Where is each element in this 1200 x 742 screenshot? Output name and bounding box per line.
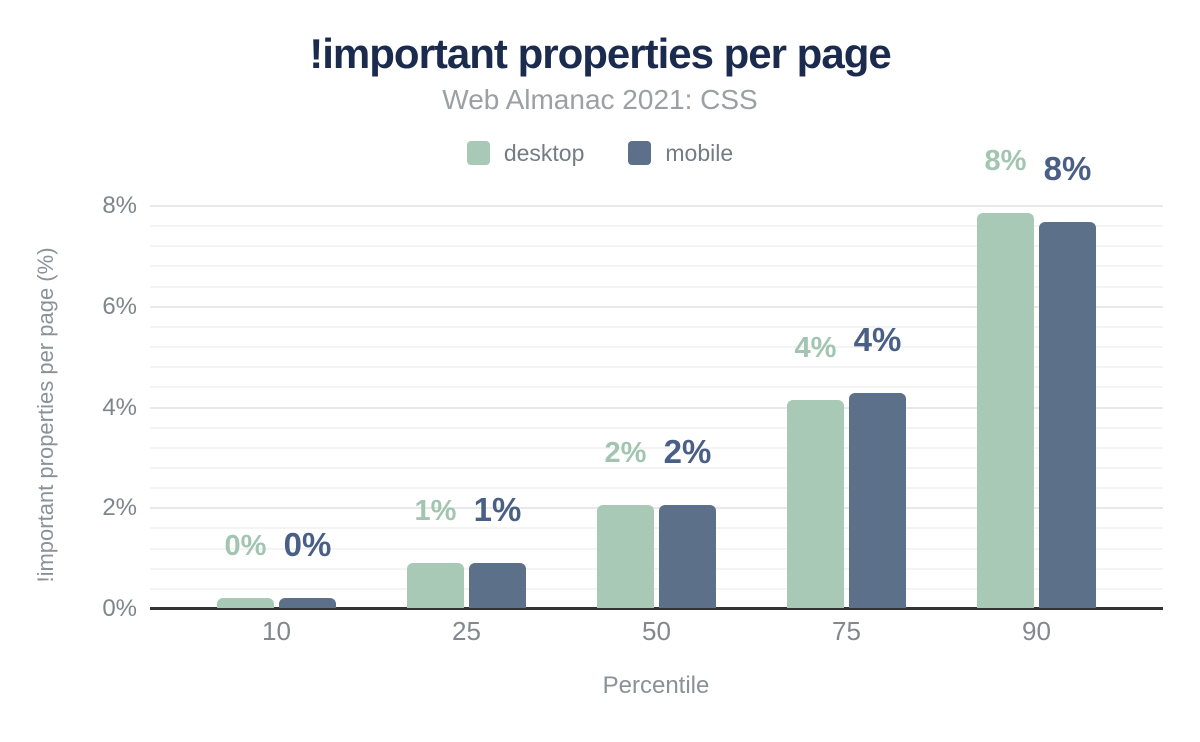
chart-legend: desktop mobile	[0, 139, 1200, 167]
y-tick-label-0%: 0%	[102, 595, 137, 622]
gridline-minor	[150, 527, 1163, 529]
value-label-mobile-p10: 0%	[283, 526, 332, 563]
gridline-minor	[150, 286, 1163, 288]
gridline-minor	[150, 326, 1163, 328]
gridline-minor	[150, 568, 1163, 570]
gridline-major	[150, 407, 1163, 409]
value-label-mobile-p50: 2%	[663, 433, 712, 470]
value-label-desktop-p50: 2%	[604, 437, 647, 469]
bar-mobile-p75[interactable]	[849, 393, 906, 608]
gridline-minor	[150, 447, 1163, 449]
y-axis-title: !important properties per page (%)	[33, 247, 58, 583]
gridline-minor	[150, 245, 1163, 247]
legend-item-mobile: mobile	[628, 140, 733, 166]
value-label-desktop-p10: 0%	[224, 530, 267, 562]
gridline-minor	[150, 467, 1163, 469]
gridline-minor	[150, 366, 1163, 368]
bar-mobile-p25[interactable]	[469, 563, 526, 608]
value-label-mobile-p25: 1%	[473, 491, 522, 528]
legend-label-mobile: mobile	[665, 140, 734, 166]
y-tick-label-4%: 4%	[102, 394, 137, 421]
bar-desktop-p90[interactable]	[977, 213, 1034, 608]
bar-mobile-p50[interactable]	[659, 505, 716, 608]
y-tick-label-8%: 8%	[102, 192, 137, 219]
value-label-desktop-p75: 4%	[794, 332, 837, 364]
bar-mobile-p90[interactable]	[1039, 222, 1096, 608]
y-tick-label-2%: 2%	[102, 494, 137, 521]
gridline-minor	[150, 265, 1163, 267]
x-tick-label-75: 75	[832, 616, 861, 646]
chart-subtitle: Web Almanac 2021: CSS	[442, 84, 758, 115]
legend-swatch-mobile	[628, 141, 652, 165]
x-tick-label-10: 10	[262, 616, 291, 646]
bar-desktop-p50[interactable]	[597, 505, 654, 608]
legend-label-desktop: desktop	[503, 140, 585, 166]
legend-item-desktop: desktop	[466, 140, 585, 166]
x-axis-line	[150, 607, 1163, 610]
legend-swatch-desktop	[466, 141, 490, 165]
x-tick-label-50: 50	[642, 616, 671, 646]
x-tick-label-90: 90	[1022, 616, 1051, 646]
gridline-minor	[150, 346, 1163, 348]
bar-desktop-p10[interactable]	[217, 598, 274, 608]
x-tick-label-25: 25	[452, 616, 481, 646]
gridline-major	[150, 205, 1163, 207]
gridline-minor	[150, 386, 1163, 388]
gridline-minor	[150, 225, 1163, 227]
value-label-desktop-p25: 1%	[414, 495, 457, 527]
value-label-mobile-p90: 8%	[1043, 150, 1092, 187]
value-label-mobile-p75: 4%	[853, 321, 902, 358]
gridline-minor	[150, 487, 1163, 489]
gridline-minor	[150, 427, 1163, 429]
x-axis-title: Percentile	[602, 672, 710, 699]
gridline-major	[150, 306, 1163, 308]
gridline-major	[150, 507, 1163, 509]
bar-desktop-p25[interactable]	[407, 563, 464, 608]
bar-mobile-p10[interactable]	[279, 598, 336, 608]
bar-desktop-p75[interactable]	[787, 400, 844, 608]
y-tick-label-6%: 6%	[102, 293, 137, 320]
gridline-minor	[150, 548, 1163, 550]
gridline-minor	[150, 588, 1163, 590]
chart-title: !important properties per page	[309, 30, 891, 77]
value-label-desktop-p90: 8%	[984, 145, 1027, 177]
